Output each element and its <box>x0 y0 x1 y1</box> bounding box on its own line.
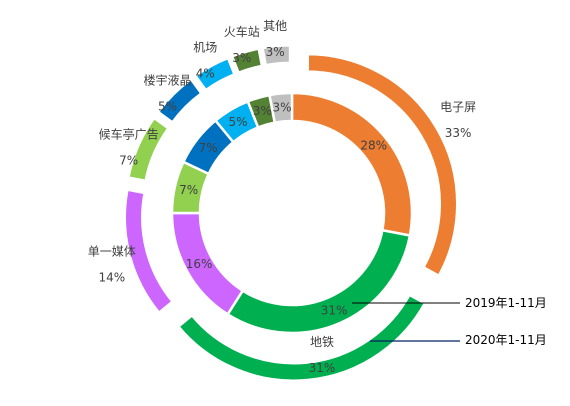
outer-data-label-6: 3% <box>232 51 251 65</box>
outer-slice-2 <box>123 187 175 316</box>
legend-label-2020: 2020年1-11月 <box>465 333 547 347</box>
inner-ring-2019 <box>170 91 414 335</box>
outer-category-label-6: 火车站 <box>224 24 260 39</box>
outer-slice-0 <box>305 52 459 279</box>
outer-data-label-3: 7% <box>119 153 138 167</box>
inner-data-label-7: 3% <box>272 101 291 115</box>
outer-slice-7 <box>260 43 292 68</box>
outer-slice-6 <box>229 46 264 75</box>
outer-category-label-0: 电子屏 <box>440 100 476 114</box>
outer-data-label-1: 31% <box>309 361 336 375</box>
inner-data-label-3: 7% <box>179 183 198 197</box>
inner-data-label-1: 31% <box>321 303 348 317</box>
outer-slice-1 <box>176 292 428 383</box>
outer-category-label-4: 楼宇液晶 <box>143 73 191 88</box>
inner-ring-labels: 28% 31% 16% 7% 7% 5% 3% 3% <box>179 101 387 318</box>
inner-data-label-6: 3% <box>253 104 272 118</box>
inner-data-label-4: 7% <box>199 141 218 155</box>
legend-label-2019: 2019年1-11月 <box>465 296 547 310</box>
outer-ring-labels: 电子屏 33% 地铁 31% 单一媒体 14% 候车亭广告 7% 楼宇液晶 5% 机场 4% 火车站 3%… <box>88 19 476 375</box>
outer-category-label-5: 机场 <box>193 40 217 54</box>
outer-slice-5 <box>193 55 237 93</box>
inner-data-label-0: 28% <box>360 138 387 152</box>
outer-data-label-5: 4% <box>196 66 215 80</box>
outer-ring-2020 <box>123 43 459 383</box>
outer-category-label-2: 单一媒体 <box>88 244 136 258</box>
outer-category-label-7: 其他 <box>263 19 287 33</box>
inner-data-label-2: 16% <box>186 257 213 271</box>
outer-slice-4 <box>155 76 204 125</box>
outer-slice-3 <box>126 115 171 183</box>
outer-data-label-4: 5% <box>158 100 177 114</box>
legend-callouts: 2019年1-11月 2020年1-11月 <box>352 296 547 347</box>
inner-slice-0 <box>290 91 414 237</box>
inner-slice-1 <box>225 228 412 335</box>
outer-data-label-2: 14% <box>98 270 125 284</box>
inner-data-label-5: 5% <box>228 115 247 129</box>
outer-data-label-0: 33% <box>445 126 472 140</box>
outer-category-label-1: 地铁 <box>310 335 334 349</box>
outer-category-label-3: 候车亭广告 <box>99 126 159 141</box>
outer-data-label-7: 3% <box>266 45 285 59</box>
inner-slice-7 <box>268 91 294 125</box>
